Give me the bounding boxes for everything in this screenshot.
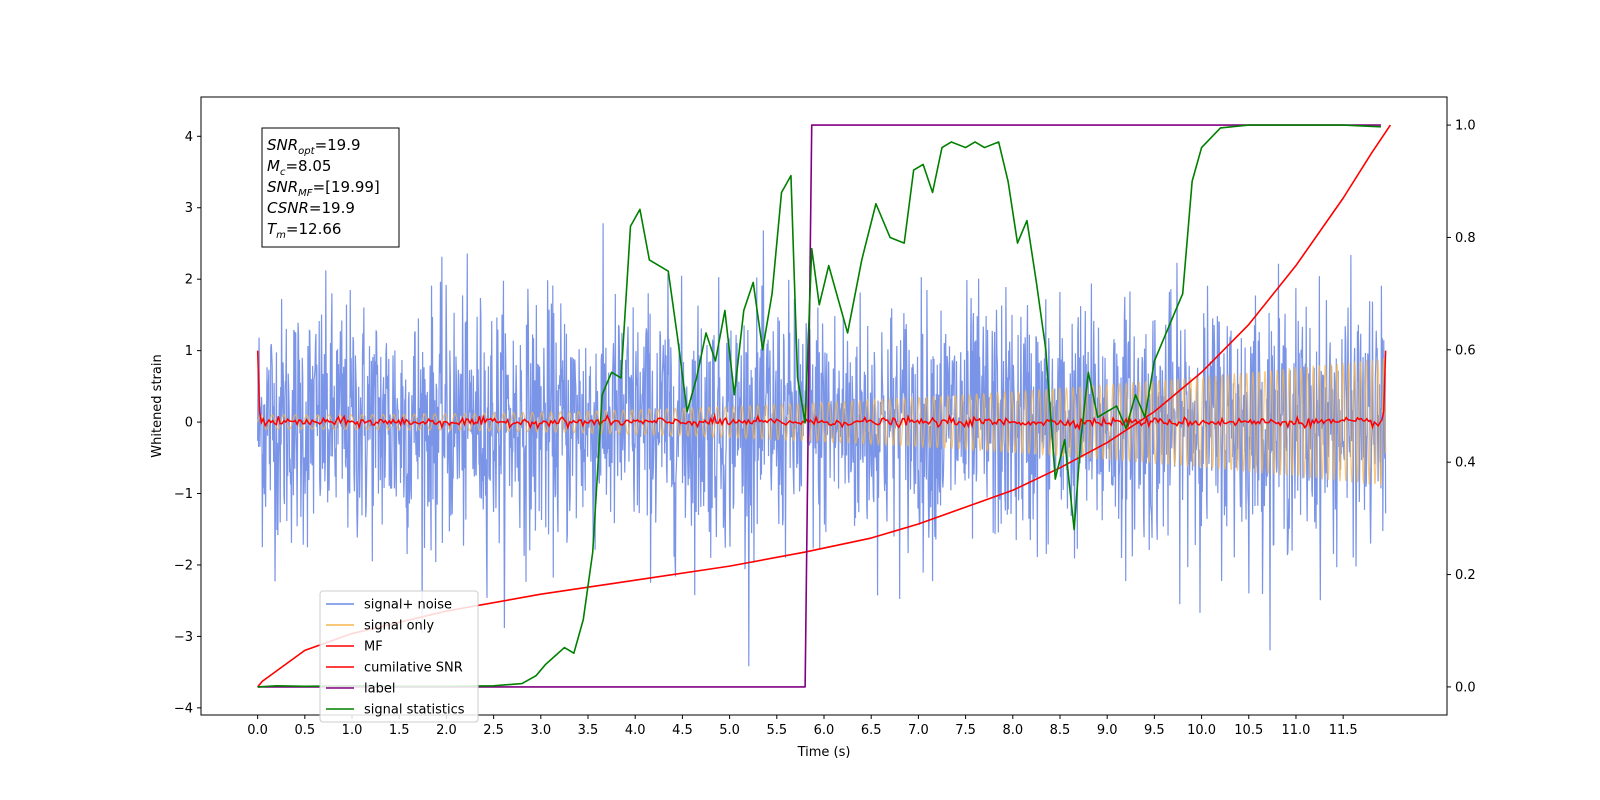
x-tick-label: 0.0: [247, 723, 268, 738]
y-tick-label-left: 1: [185, 344, 193, 359]
legend-label: MF: [364, 640, 383, 655]
legend: signal+ noise signal only MF cumilative SNR…: [319, 590, 479, 723]
x-tick-label: 8.0: [1002, 723, 1023, 738]
y-tick-label-left: −1: [174, 487, 193, 502]
y-tick-label-right: 0.8: [1455, 231, 1476, 246]
x-tick-label: 10.5: [1234, 723, 1263, 738]
y-tick-label-right: 1.0: [1455, 119, 1476, 134]
x-tick-label: 9.0: [1097, 723, 1118, 738]
x-tick-label: 5.5: [766, 723, 787, 738]
info-box: SNRopt=19.9Mc=8.05SNRMF=[19.99]CSNR=19.9…: [261, 127, 400, 248]
y-tick-label-right: 0.4: [1455, 456, 1476, 471]
info-line: SNRMF=[19.99]: [267, 178, 380, 199]
x-tick-label: 3.0: [530, 723, 551, 738]
x-tick-label: 6.0: [814, 723, 835, 738]
series-signal-statistics: [257, 124, 1381, 688]
y-tick-label-left: −2: [174, 558, 193, 573]
y-tick-label-left: −3: [174, 630, 193, 645]
x-axis: 0.0 0.5 1.0 1.5 2.0 2.5 3.0 3.5 4.0 4.5 5.0 5.5 6.0 6…: [247, 715, 1358, 738]
series-mf: [256, 350, 1387, 431]
x-tick-label: 11.0: [1281, 723, 1310, 738]
x-tick-label: 2.5: [483, 723, 504, 738]
info-box-frame: [261, 127, 400, 248]
info-line: Mc=8.05: [267, 157, 331, 178]
x-tick-label: 1.0: [342, 723, 363, 738]
x-axis-label: Time (s): [797, 745, 851, 760]
legend-label: cumilative SNR: [364, 661, 463, 676]
x-tick-label: 7.5: [955, 723, 976, 738]
x-tick-label: 2.0: [436, 723, 457, 738]
x-tick-label: 8.5: [1050, 723, 1071, 738]
y-tick-label-left: −4: [174, 701, 193, 716]
y-tick-label-left: 0: [185, 416, 193, 431]
x-tick-label: 6.5: [861, 723, 882, 738]
x-tick-label: 10.0: [1187, 723, 1216, 738]
x-tick-label: 4.0: [625, 723, 646, 738]
legend-label: signal statistics: [364, 703, 465, 718]
x-tick-label: 4.5: [672, 723, 693, 738]
y-tick-label-right: 0.0: [1455, 680, 1476, 695]
legend-frame: [319, 590, 479, 723]
x-tick-label: 0.5: [294, 723, 315, 738]
y-axis-right: 1.0 0.8 0.6 0.4 0.2 0.0: [1447, 119, 1476, 695]
x-tick-label: 1.5: [389, 723, 410, 738]
x-tick-label: 5.0: [719, 723, 740, 738]
series-signal-only: [257, 357, 1387, 486]
series-label: [257, 124, 1381, 688]
x-tick-label: 11.5: [1329, 723, 1358, 738]
x-tick-label: 9.5: [1144, 723, 1165, 738]
series-signal-noise: [257, 223, 1387, 667]
x-tick-label: 7.0: [908, 723, 929, 738]
y-tick-label-left: 3: [185, 201, 193, 216]
legend-label: signal only: [364, 619, 434, 634]
y-tick-label-right: 0.2: [1455, 568, 1476, 583]
y-tick-label-left: 2: [185, 273, 193, 288]
y-axis-left: 4 3 2 1 0 −1 −2 −3 −4: [174, 130, 201, 716]
y-tick-label-left: 4: [185, 130, 193, 145]
legend-label: signal+ noise: [364, 598, 452, 613]
y-tick-label-right: 0.6: [1455, 343, 1476, 358]
info-line: SNRopt=19.9: [267, 136, 361, 157]
info-line: Tm=12.66: [267, 220, 341, 241]
x-tick-label: 3.5: [578, 723, 599, 738]
legend-label: label: [364, 682, 395, 697]
y-axis-label: Whitened strain: [150, 354, 165, 457]
info-line: CSNR=19.9: [267, 199, 355, 217]
